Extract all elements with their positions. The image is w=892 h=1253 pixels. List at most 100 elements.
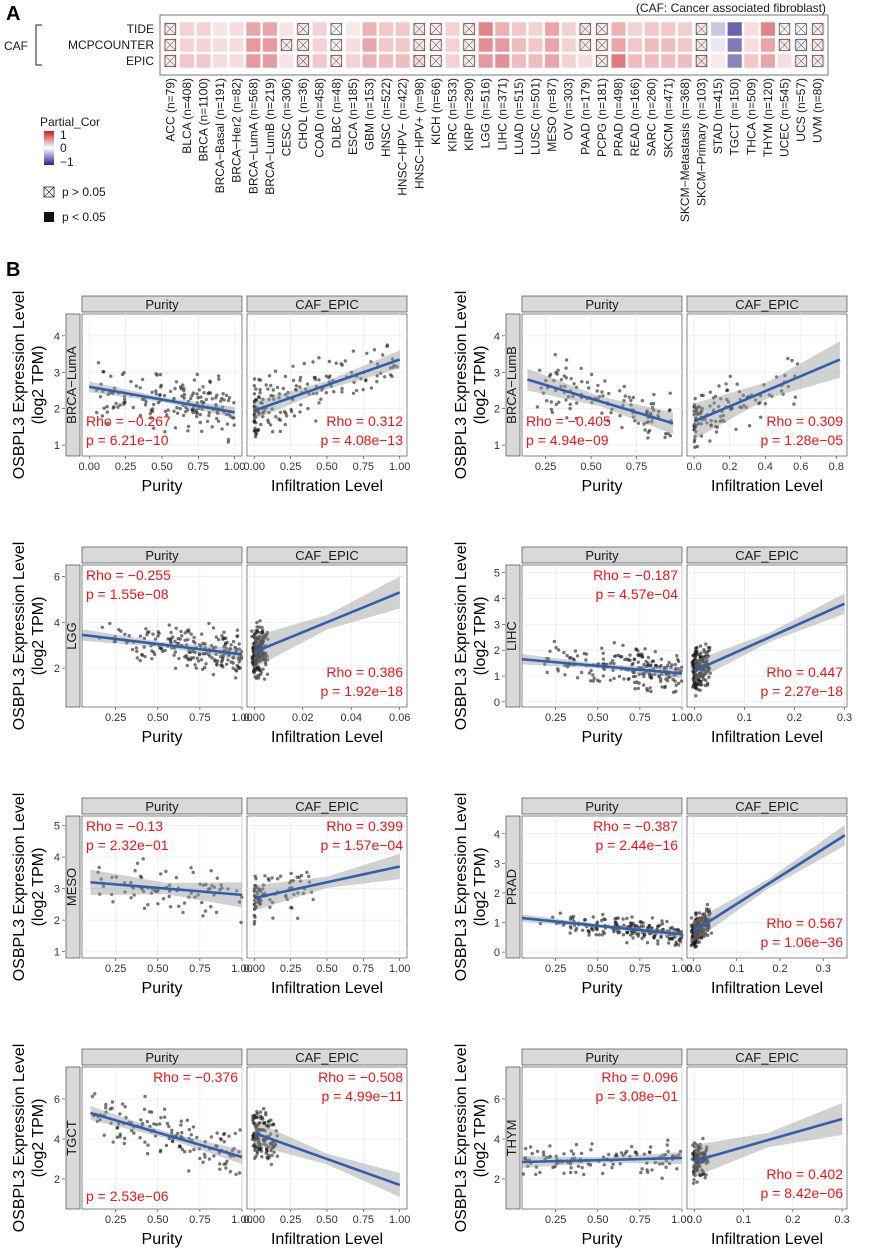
data-point: [691, 670, 696, 675]
data-point: [584, 652, 589, 656]
data-point: [635, 924, 639, 928]
data-point: [576, 1164, 581, 1169]
data-point: [197, 388, 202, 392]
data-point: [119, 629, 123, 633]
data-point: [257, 887, 262, 891]
data-point: [650, 916, 655, 920]
x-tick-label: 0.25: [115, 461, 136, 473]
data-point: [142, 636, 147, 641]
data-point: [618, 414, 622, 418]
data-point: [187, 1127, 191, 1132]
data-point: [703, 417, 707, 422]
data-point: [210, 425, 214, 429]
x-tick-label: 0.50: [316, 1214, 337, 1226]
data-point: [184, 405, 188, 409]
rho-annotation: Rho = 0.399: [326, 818, 403, 834]
heatmap-column-label: UVM (n=80): [811, 78, 825, 143]
data-point: [735, 382, 739, 386]
data-point: [180, 394, 184, 398]
regression-line: [521, 657, 683, 675]
data-point: [240, 895, 244, 899]
data-point: [630, 932, 635, 936]
data-point: [118, 1112, 122, 1116]
data-point: [666, 1138, 670, 1142]
data-point: [379, 371, 383, 375]
data-point: [699, 651, 703, 655]
data-point: [795, 362, 800, 366]
heatmap-ns-cross: [413, 55, 425, 67]
data-point: [291, 378, 296, 383]
data-point: [224, 646, 229, 650]
data-point: [138, 658, 142, 663]
data-point: [633, 419, 637, 423]
heatmap-ns-cross: [596, 39, 608, 51]
plot-area: [686, 313, 848, 457]
heatmap-column-label: THCA (n=509): [744, 78, 758, 155]
heatmap-column-label: MESO (n=87): [545, 78, 559, 152]
data-point: [574, 1170, 578, 1175]
data-point: [96, 361, 101, 365]
data-point: [195, 1135, 199, 1140]
data-point: [166, 408, 170, 412]
data-point: [195, 401, 199, 405]
data-point: [142, 645, 146, 649]
heatmap-column-label: PAAD (n=179): [578, 78, 592, 155]
rho-annotation: Rho = −0.267: [86, 413, 171, 429]
data-point: [661, 927, 665, 932]
heatmap-ns-mark: [413, 55, 425, 67]
data-point: [174, 380, 179, 384]
data-point: [232, 401, 236, 405]
heatmap-column-label: READ (n=166): [628, 78, 642, 156]
data-point: [209, 869, 213, 873]
data-point: [105, 421, 110, 425]
rho-annotation: Rho = −0.13: [86, 818, 163, 834]
data-point: [679, 930, 684, 934]
data-point: [191, 870, 195, 875]
data-point: [177, 1145, 182, 1149]
plot-area: [686, 564, 848, 708]
data-point: [657, 409, 661, 414]
data-point: [214, 635, 218, 639]
data-point: [269, 394, 273, 398]
data-point: [706, 654, 710, 658]
data-point: [692, 428, 696, 432]
data-point: [259, 422, 263, 427]
y-axis-title: OSBPL3 Expression Level: [11, 542, 28, 731]
data-point: [189, 396, 193, 401]
data-point: [571, 394, 575, 398]
regression-line: [521, 916, 683, 936]
data-point: [265, 658, 270, 662]
heatmap-cell: [610, 53, 627, 69]
data-point: [266, 1120, 270, 1124]
data-point: [154, 392, 158, 396]
data-point: [105, 404, 109, 409]
heatmap-ns-cross: [330, 23, 342, 35]
data-point: [104, 1106, 108, 1110]
data-point: [628, 653, 632, 657]
data-point: [123, 890, 127, 894]
data-point: [707, 908, 711, 912]
data-point: [164, 869, 168, 874]
data-point: [186, 399, 191, 404]
data-point: [714, 430, 719, 434]
data-point: [191, 391, 195, 395]
data-point: [182, 396, 186, 400]
data-point: [173, 650, 178, 654]
data-point: [201, 641, 205, 646]
data-point: [601, 651, 605, 655]
data-point: [258, 1147, 263, 1152]
heatmap-note: (CAF: Cancer associated fibroblast): [636, 1, 826, 15]
data-point: [158, 1122, 162, 1126]
data-point: [174, 626, 178, 630]
data-point: [559, 378, 564, 382]
data-point: [233, 1131, 237, 1136]
data-point: [646, 436, 650, 440]
data-point: [123, 1105, 127, 1109]
data-point: [651, 666, 656, 671]
regression-line: [253, 591, 401, 654]
x-tick-label: 0.50: [316, 461, 337, 473]
data-point: [564, 398, 568, 402]
data-point: [250, 629, 254, 633]
data-point: [602, 1163, 606, 1167]
data-point: [158, 1150, 162, 1154]
